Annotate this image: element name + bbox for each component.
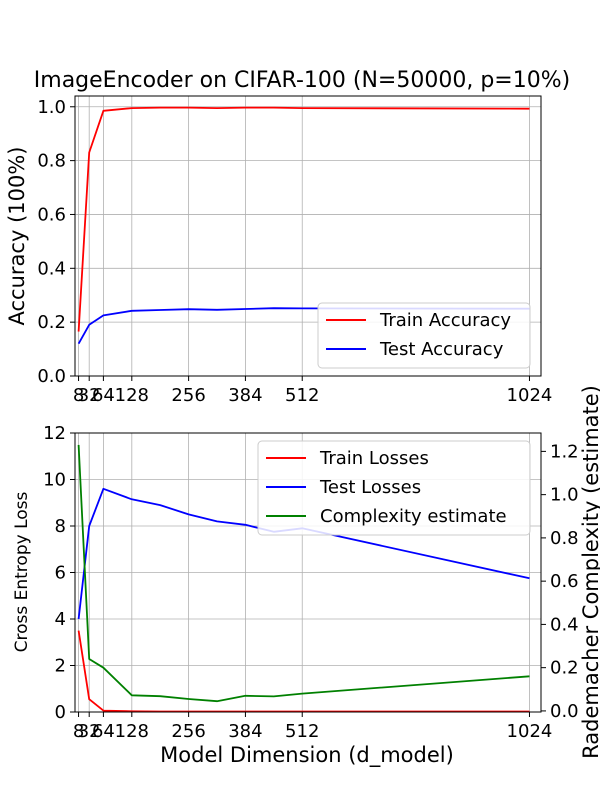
legend-box [257,440,531,536]
chart-title: ImageEncoder on CIFAR-100 (N=50000, p=10… [34,68,570,93]
x-tick-label: 1024 [507,721,553,742]
x-tick-label: 32 [78,721,101,742]
y-tick-label: 1.0 [37,97,66,118]
y-tick-label: 4 [55,609,66,630]
series-line-complexity-estimate [77,444,530,703]
legend-label: Test Losses [319,477,421,498]
complexity-y-axis-label: Rademacher Complexity (estimate) [579,385,600,759]
legend-label: Train Losses [319,448,429,469]
y2-tick-label: 0.0 [550,701,579,722]
plot-frame [74,95,542,377]
x-tick-label: 32 [78,385,101,406]
x-tick-label: 64 [92,385,115,406]
y2-tick-label: 0.6 [550,571,579,592]
y2-tick-label: 0.4 [550,614,579,635]
y-tick-label: 2 [55,656,66,677]
x-tick-label: 256 [171,721,205,742]
y-tick-label: 0.8 [37,151,66,172]
y-tick-label: 10 [43,470,66,491]
x-tick-label: 8 [73,721,84,742]
series-line-test-accuracy [77,307,530,345]
legend-box [317,302,531,369]
x-tick-label: 512 [285,385,319,406]
y-tick-label: 0.2 [37,312,66,333]
x-tick-label: 128 [115,385,149,406]
y2-tick-label: 1.2 [550,441,579,462]
y-tick-label: 0 [55,702,66,723]
x-tick-label: 8 [73,385,84,406]
legend-label: Train Accuracy [379,310,511,331]
accuracy-y-axis-label: Accuracy (100%) [5,147,29,326]
x-tick-label: 128 [115,721,149,742]
loss-y-axis-label: Cross Entropy Loss [12,491,32,652]
legend: Train Accuracy Test Accuracy [317,302,531,369]
y-tick-label: 0.4 [37,258,66,279]
y-tick-label: 12 [43,423,66,444]
y-tick-label: 8 [55,516,66,537]
x-tick-label: 512 [285,721,319,742]
x-tick-label: 64 [92,721,115,742]
legend-label: Test Accuracy [379,339,504,360]
series-line-train-losses [77,630,530,713]
x-tick-label: 384 [228,385,262,406]
x-tick-label: 384 [228,721,262,742]
y2-tick-label: 0.2 [550,658,579,679]
x-tick-label: 1024 [507,385,553,406]
x-axis-label: Model Dimension (d_model) [160,743,454,768]
y-tick-label: 0.6 [37,204,66,225]
x-tick-label: 256 [171,385,205,406]
legend-label: Complexity estimate [320,506,507,527]
legend: Train Losses Test Losses Complexity estima… [257,440,531,536]
y-tick-label: 6 [55,563,66,584]
y2-tick-label: 1.0 [550,485,579,506]
series-line-train-accuracy [77,106,530,332]
y-tick-label: 0.0 [37,366,66,387]
y2-tick-label: 0.8 [550,528,579,549]
